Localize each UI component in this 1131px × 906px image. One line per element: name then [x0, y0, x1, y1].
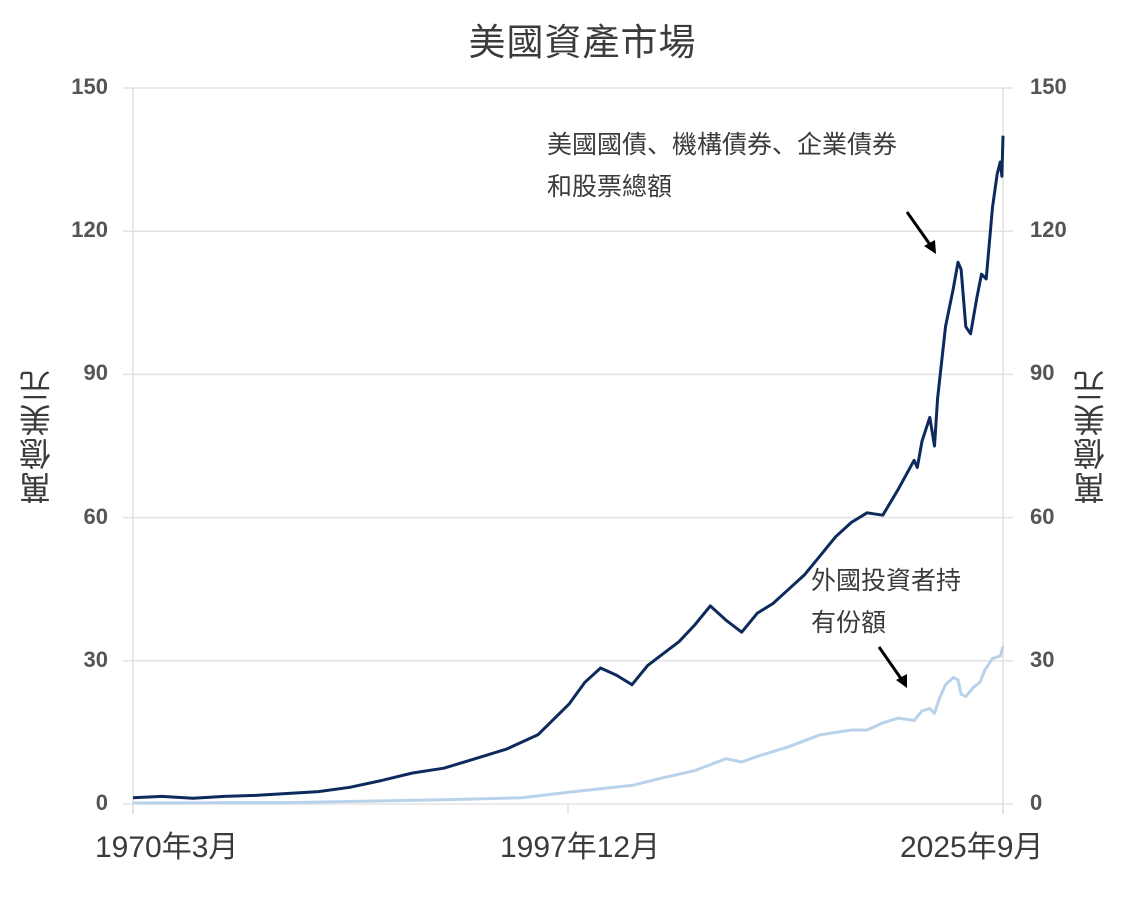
arrow-total [905, 211, 936, 254]
annotation-foreign: 外國投資者持 有份額 [811, 560, 961, 644]
y-tick-right-30: 30 [1030, 647, 1055, 672]
y-tick-left-120: 120 [71, 217, 108, 242]
x-tick-end: 2025年9月 [900, 831, 1044, 864]
y-tick-left-60: 60 [83, 504, 108, 529]
annotation-foreign-line2: 有份額 [811, 608, 887, 637]
y-tick-right-0: 0 [1030, 790, 1043, 815]
y-tick-left-30: 30 [83, 647, 108, 672]
chart-title: 美國資產市場 [468, 21, 697, 64]
y-tick-right-90: 90 [1030, 360, 1055, 385]
annotation-total-line2: 和股票總額 [547, 172, 673, 201]
series-total-market-line [132, 135, 1005, 800]
y-tick-left-90: 90 [83, 360, 108, 385]
annotation-total: 美國國債、機構債券、企業債券 和股票總額 [547, 124, 897, 208]
y-tick-right-150: 150 [1030, 74, 1067, 99]
annotation-foreign-line1: 外國投資者持 [811, 566, 962, 595]
series-foreign-holdings-line [132, 646, 1005, 805]
axes [132, 88, 1004, 814]
arrow-foreign [877, 646, 907, 688]
y-tick-left-150: 150 [71, 74, 108, 99]
x-tick-mid: 1997年12月 [500, 831, 661, 864]
annotation-total-line1: 美國國債、機構債券、企業債券 [547, 130, 898, 159]
gridlines [123, 87, 1013, 805]
y-tick-left-0: 0 [95, 790, 108, 815]
y-tick-right-60: 60 [1030, 504, 1055, 529]
y-tick-right-120: 120 [1030, 217, 1067, 242]
x-tick-start: 1970年3月 [95, 831, 239, 864]
